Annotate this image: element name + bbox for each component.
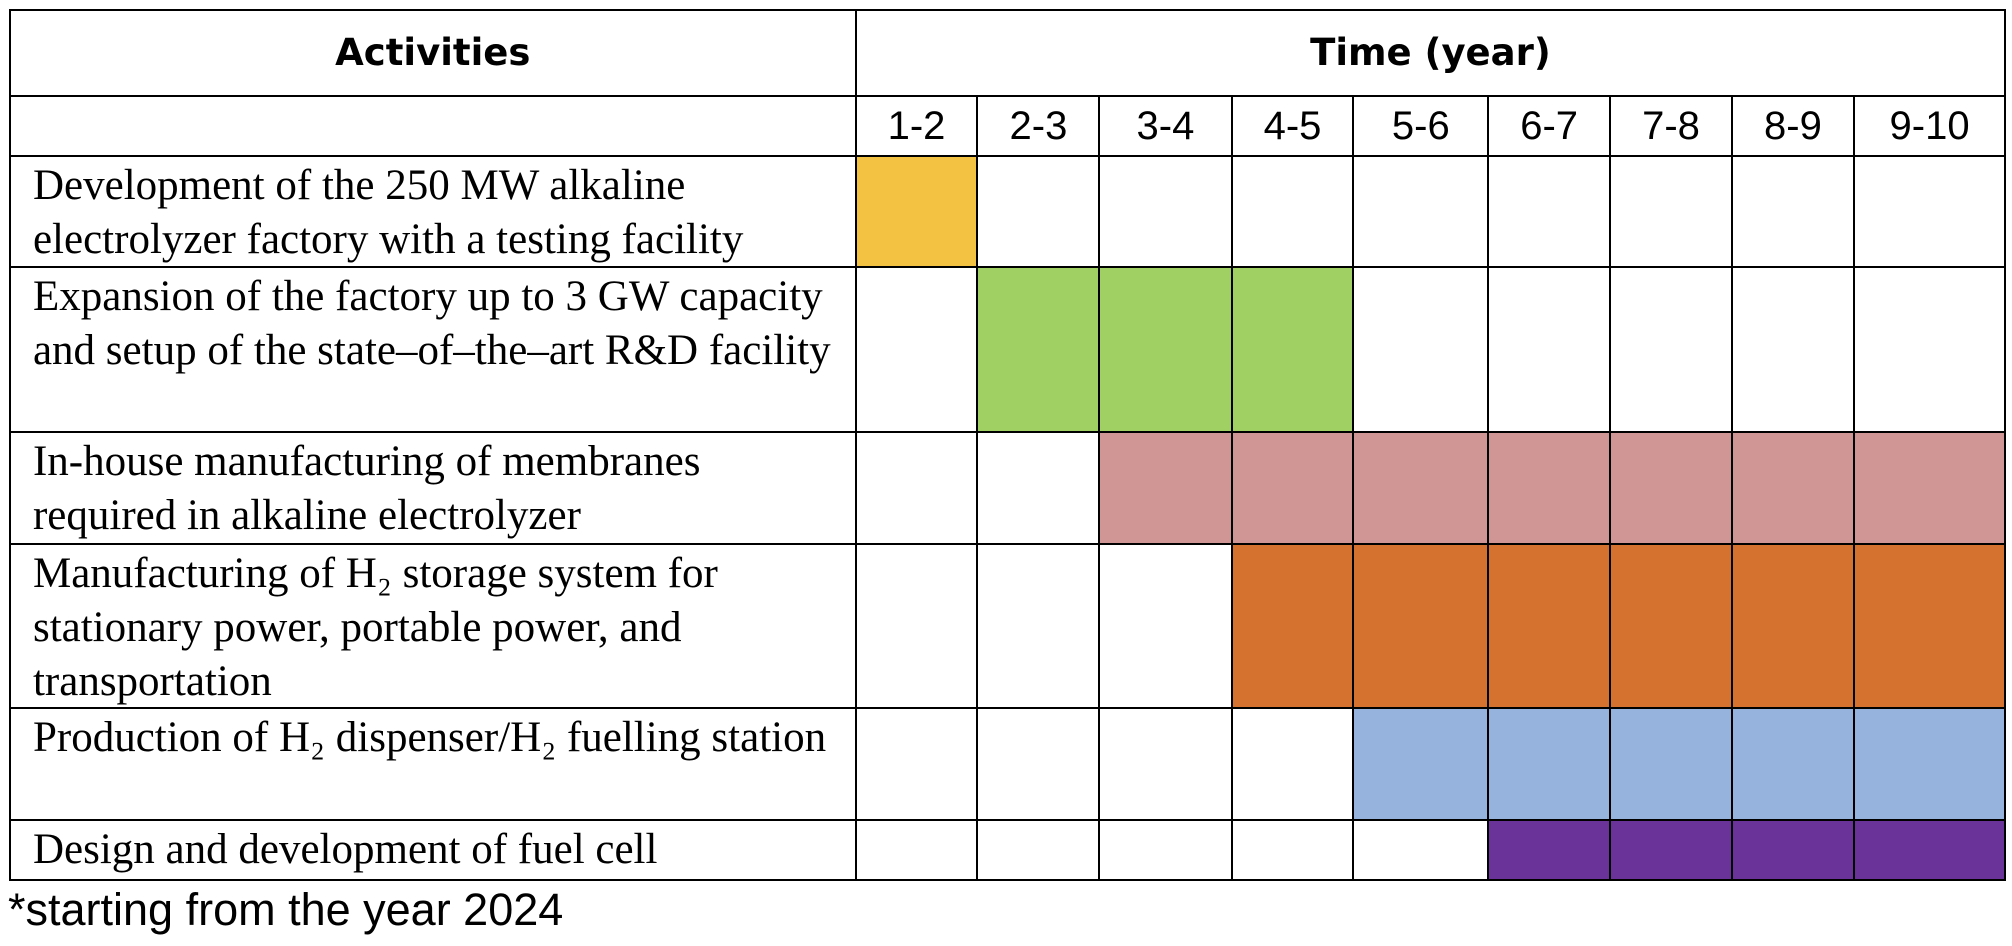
active-cell	[854, 155, 979, 268]
active-cell	[1098, 431, 1233, 545]
active-cell	[976, 265, 1101, 434]
empty-cell	[976, 155, 1101, 268]
empty-cell	[976, 542, 1101, 709]
footnote: *starting from the year 2024	[8, 884, 564, 935]
period-header: 8-9	[1730, 94, 1855, 158]
active-cell	[1352, 431, 1490, 545]
empty-cell	[1098, 818, 1233, 881]
empty-cell	[1730, 265, 1855, 434]
empty-cell	[1352, 265, 1490, 434]
empty-cell	[976, 707, 1101, 821]
empty-cell	[1230, 818, 1355, 881]
empty-cell	[1230, 155, 1355, 268]
blank-cell	[8, 94, 857, 158]
active-cell	[1730, 431, 1855, 545]
active-cell	[1230, 265, 1355, 434]
active-cell	[1609, 542, 1733, 709]
active-cell	[1609, 431, 1733, 545]
active-cell	[1487, 542, 1612, 709]
activity-cell: In-house manufacturing of membranes requ…	[8, 431, 857, 545]
active-cell	[1230, 431, 1355, 545]
empty-cell	[1230, 707, 1355, 821]
empty-cell	[854, 265, 979, 434]
empty-cell	[1730, 155, 1855, 268]
period-header: 6-7	[1487, 94, 1612, 158]
period-header: 2-3	[976, 94, 1101, 158]
empty-cell	[1352, 818, 1490, 881]
empty-cell	[1852, 265, 2007, 434]
active-cell	[1730, 707, 1855, 821]
period-header: 9-10	[1852, 94, 2007, 158]
empty-cell	[1609, 155, 1733, 268]
active-cell	[1487, 707, 1612, 821]
empty-cell	[854, 818, 979, 881]
active-cell	[1352, 707, 1490, 821]
period-header: 7-8	[1609, 94, 1733, 158]
active-cell	[1609, 707, 1733, 821]
empty-cell	[1098, 707, 1233, 821]
active-cell	[1852, 542, 2007, 709]
empty-cell	[1852, 155, 2007, 268]
active-cell	[1609, 818, 1733, 881]
activity-cell: Manufacturing of H₂ storage system for s…	[8, 542, 857, 709]
empty-cell	[976, 431, 1101, 545]
period-header: 3-4	[1098, 94, 1233, 158]
time-header: Time (year)	[854, 8, 2007, 97]
active-cell	[1487, 431, 1612, 545]
active-cell	[1487, 818, 1612, 881]
active-cell	[1852, 818, 2007, 881]
active-cell	[1730, 542, 1855, 709]
activity-cell: Expansion of the factory up to 3 GW capa…	[8, 265, 857, 434]
empty-cell	[1098, 155, 1233, 268]
empty-cell	[1487, 155, 1612, 268]
active-cell	[1230, 542, 1355, 709]
activity-cell: Production of H₂ dispenser/H₂ fuelling s…	[8, 707, 857, 821]
empty-cell	[854, 431, 979, 545]
active-cell	[1852, 431, 2007, 545]
empty-cell	[1098, 542, 1233, 709]
empty-cell	[854, 707, 979, 821]
active-cell	[1852, 707, 2007, 821]
active-cell	[1352, 542, 1490, 709]
empty-cell	[1352, 155, 1490, 268]
empty-cell	[854, 542, 979, 709]
activity-cell: Design and development of fuel cell	[8, 818, 857, 881]
period-header: 1-2	[854, 94, 979, 158]
empty-cell	[1487, 265, 1612, 434]
activities-header: Activities	[8, 8, 857, 97]
active-cell	[1098, 265, 1233, 434]
period-header: 4-5	[1230, 94, 1355, 158]
empty-cell	[976, 818, 1101, 881]
empty-cell	[1609, 265, 1733, 434]
period-header: 5-6	[1352, 94, 1490, 158]
active-cell	[1730, 818, 1855, 881]
activity-cell: Development of the 250 MW alkaline elect…	[8, 155, 857, 268]
